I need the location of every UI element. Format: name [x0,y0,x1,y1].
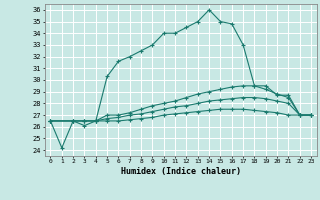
X-axis label: Humidex (Indice chaleur): Humidex (Indice chaleur) [121,167,241,176]
